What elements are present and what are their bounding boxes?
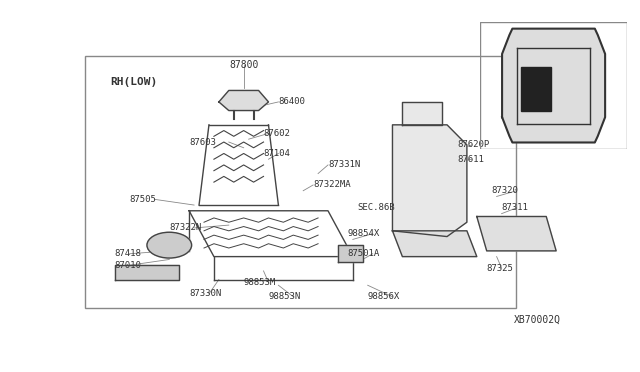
Polygon shape <box>392 125 467 237</box>
Text: 98854X: 98854X <box>348 229 380 238</box>
Text: 98853M: 98853M <box>244 278 276 287</box>
Text: SEC.86B: SEC.86B <box>358 203 396 212</box>
Text: 87320: 87320 <box>492 186 518 195</box>
Text: 98856X: 98856X <box>367 292 400 301</box>
Text: 87104: 87104 <box>264 149 291 158</box>
Text: 87620P: 87620P <box>457 140 489 150</box>
Text: 87800: 87800 <box>229 60 259 70</box>
Text: 87330N: 87330N <box>189 289 221 298</box>
Text: 87611: 87611 <box>457 155 484 164</box>
Text: 87010: 87010 <box>115 261 141 270</box>
Text: 87603: 87603 <box>189 138 216 147</box>
Text: 98853N: 98853N <box>269 292 301 301</box>
Polygon shape <box>392 231 477 257</box>
Polygon shape <box>219 90 269 110</box>
Polygon shape <box>338 245 363 262</box>
Polygon shape <box>477 217 556 251</box>
Text: XB70002Q: XB70002Q <box>514 315 561 325</box>
Polygon shape <box>521 67 550 111</box>
Text: 87322N: 87322N <box>169 224 202 232</box>
Polygon shape <box>502 29 605 142</box>
Text: 87501A: 87501A <box>348 249 380 258</box>
Text: 87322MA: 87322MA <box>313 180 351 189</box>
Text: 87311: 87311 <box>502 203 529 212</box>
Text: 87418: 87418 <box>115 249 141 258</box>
Polygon shape <box>403 102 442 125</box>
Text: RH(LOW): RH(LOW) <box>110 77 157 87</box>
Polygon shape <box>115 265 179 279</box>
Text: 87325: 87325 <box>486 264 513 273</box>
Text: 87331N: 87331N <box>328 160 360 169</box>
Text: 87602: 87602 <box>264 129 291 138</box>
Text: 87505: 87505 <box>129 195 156 204</box>
Wedge shape <box>147 232 191 258</box>
Text: 86400: 86400 <box>278 97 305 106</box>
